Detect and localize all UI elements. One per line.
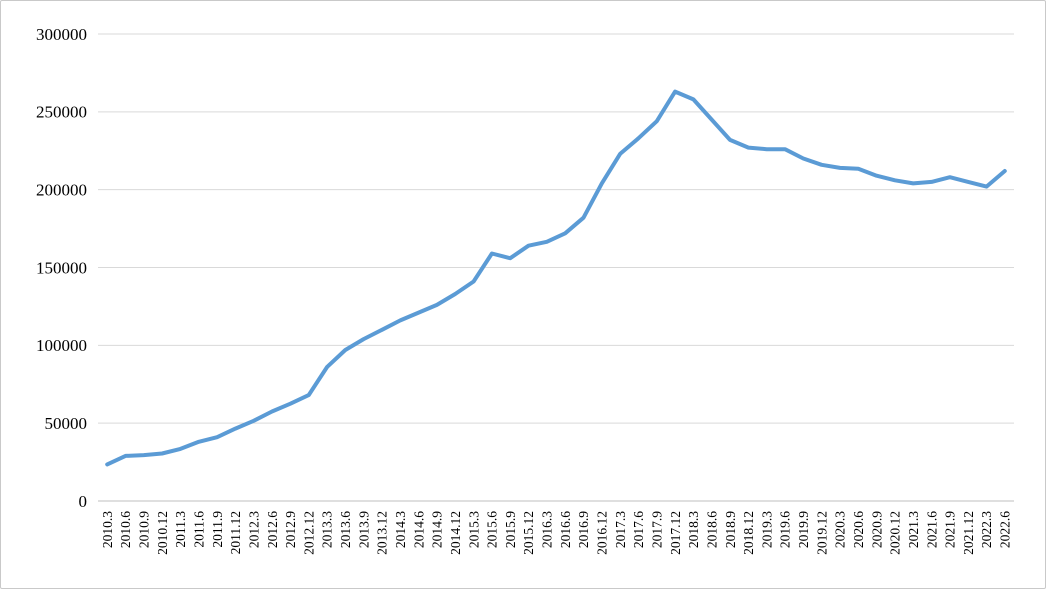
y-tick-label: 0 (79, 492, 88, 511)
x-tick-label: 2016.12 (595, 511, 610, 555)
x-tick-label: 2019.3 (759, 511, 774, 548)
x-tick-label: 2012.12 (301, 511, 316, 555)
x-tick-label: 2014.9 (430, 511, 445, 548)
x-tick-label: 2011.6 (191, 511, 206, 548)
x-tick-label: 2012.6 (265, 511, 280, 548)
x-tick-label: 2018.9 (723, 511, 738, 548)
x-tick-label: 2010.6 (118, 511, 133, 548)
x-tick-label: 2012.3 (246, 511, 261, 548)
x-tick-label: 2020.9 (869, 511, 884, 548)
x-tick-label: 2019.6 (778, 511, 793, 548)
x-tick-label: 2014.12 (448, 511, 463, 555)
x-tick-label: 2021.12 (961, 511, 976, 555)
y-tick-label: 100000 (36, 336, 87, 355)
x-tick-label: 2010.12 (155, 511, 170, 555)
x-tick-label: 2013.3 (320, 511, 335, 548)
x-tick-label: 2020.6 (851, 511, 866, 548)
gridlines (98, 33, 1014, 502)
x-tick-label: 2010.9 (137, 511, 152, 548)
x-tick-label: 2014.3 (393, 511, 408, 548)
y-tick-label: 250000 (36, 103, 87, 122)
x-tick-label: 2019.9 (796, 511, 811, 548)
y-tick-label: 150000 (36, 258, 87, 277)
x-tick-label: 2013.6 (338, 511, 353, 548)
x-tick-label: 2019.12 (814, 511, 829, 555)
x-tick-label: 2016.9 (576, 511, 591, 548)
x-tick-label: 2017.6 (631, 511, 646, 548)
x-tick-label: 2013.12 (375, 511, 390, 555)
x-tick-label: 2021.9 (943, 511, 958, 548)
x-tick-label: 2018.6 (704, 511, 719, 548)
x-tick-label: 2012.9 (283, 511, 298, 548)
y-tick-label: 300000 (36, 25, 87, 44)
x-tick-label: 2011.9 (210, 511, 225, 548)
y-tick-label: 200000 (36, 180, 87, 199)
x-tick-label: 2021.6 (924, 511, 939, 548)
series-line (105, 89, 1007, 467)
x-tick-label: 2022.6 (998, 511, 1013, 548)
x-tick-label: 2015.3 (466, 511, 481, 548)
x-tick-label: 2011.3 (173, 511, 188, 548)
y-tick-label: 50000 (45, 414, 88, 433)
x-tick-label: 2020.12 (888, 511, 903, 555)
y-axis-labels: 0 50000 100000 150000 200000 250000 300000 (36, 25, 87, 511)
x-tick-label: 2016.3 (540, 511, 555, 548)
x-tick-label: 2013.9 (356, 511, 371, 548)
x-tick-label: 2018.3 (686, 511, 701, 548)
series-group (105, 89, 1007, 467)
x-tick-label: 2022.3 (979, 511, 994, 548)
x-tick-label: 2010.3 (100, 511, 115, 548)
x-tick-label: 2017.3 (613, 511, 628, 548)
x-tick-label: 2014.6 (411, 511, 426, 548)
x-tick-label: 2015.6 (485, 511, 500, 548)
x-tick-label: 2016.6 (558, 511, 573, 548)
x-tick-label: 2018.12 (741, 511, 756, 555)
x-tick-label: 2021.3 (906, 511, 921, 548)
x-tick-label: 2020.3 (833, 511, 848, 548)
x-tick-label: 2017.9 (649, 511, 664, 548)
x-tick-label: 2015.12 (521, 511, 536, 555)
x-tick-label: 2015.9 (503, 511, 518, 548)
x-tick-label: 2011.12 (228, 511, 243, 554)
x-axis-labels: 2010.3 2010.6 2010.9 2010.12 2011.3 2011.6 201… (100, 511, 1013, 555)
x-tick-label: 2017.12 (668, 511, 683, 555)
